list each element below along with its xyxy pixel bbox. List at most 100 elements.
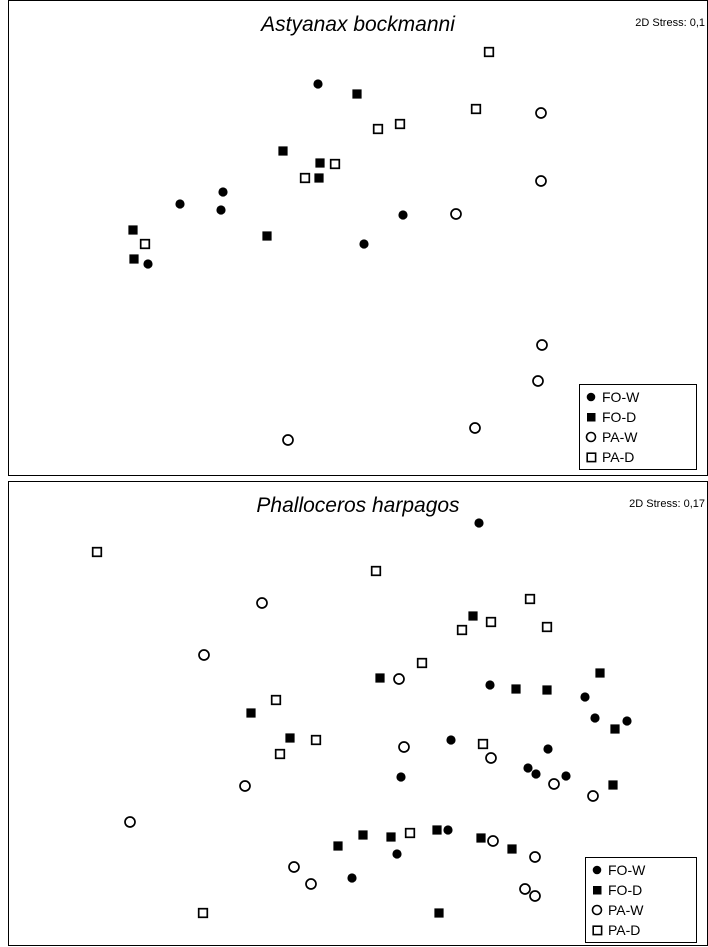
data-point-fo-d-1 — [595, 668, 605, 678]
data-point-pa-w-0 — [535, 107, 547, 119]
data-point-pa-d-6 — [139, 238, 151, 250]
scatter-plot — [128, 46, 548, 446]
data-point-fo-d-2 — [315, 158, 325, 168]
data-point-fo-d-15 — [434, 908, 444, 918]
legend-item-fo-d: FO-D — [590, 880, 690, 900]
legend-label: FO-W — [602, 389, 640, 405]
data-point-pa-d-1 — [370, 565, 382, 577]
data-point-pa-w-12 — [305, 878, 317, 890]
data-point-pa-d-4 — [329, 158, 341, 170]
data-point-fo-d-6 — [610, 724, 620, 734]
open-circle-marker-icon — [590, 904, 604, 916]
legend: FO-W FO-D PA-W PA-D — [585, 857, 697, 943]
legend-item-pa-d: PA-D — [590, 920, 690, 940]
data-point-pa-w-5 — [239, 780, 251, 792]
data-point-fo-w-1 — [175, 199, 185, 209]
data-point-fo-d-9 — [358, 830, 368, 840]
data-point-fo-w-4 — [622, 716, 632, 726]
data-point-fo-d-12 — [476, 833, 486, 843]
data-point-fo-w-5 — [359, 239, 369, 249]
data-point-fo-d-0 — [352, 89, 362, 99]
data-point-pa-d-8 — [310, 734, 322, 746]
data-point-fo-d-2 — [375, 673, 385, 683]
legend-item-pa-d: PA-D — [584, 447, 690, 467]
data-point-fo-d-3 — [511, 684, 521, 694]
data-point-fo-w-1 — [485, 680, 495, 690]
data-point-pa-w-14 — [529, 890, 541, 902]
stress-label: 2D Stress: 0,17 — [629, 498, 705, 510]
data-point-pa-d-12 — [197, 907, 209, 919]
data-point-pa-w-2 — [393, 673, 405, 685]
data-point-pa-w-3 — [398, 741, 410, 753]
scatter-plot — [91, 518, 632, 919]
data-point-fo-w-5 — [446, 735, 456, 745]
data-point-pa-d-3 — [485, 616, 497, 628]
legend-item-fo-w: FO-W — [584, 387, 690, 407]
data-point-pa-d-3 — [372, 123, 384, 135]
data-point-fo-d-5 — [246, 708, 256, 718]
data-point-fo-d-3 — [314, 173, 324, 183]
filled-circle-marker-icon — [584, 392, 598, 402]
data-point-pa-w-1 — [198, 649, 210, 661]
data-point-fo-w-9 — [561, 771, 571, 781]
legend-label: FO-W — [608, 862, 646, 878]
data-point-fo-d-8 — [608, 780, 618, 790]
data-point-pa-d-0 — [91, 546, 103, 558]
data-point-pa-w-7 — [587, 790, 599, 802]
data-point-pa-w-2 — [450, 208, 462, 220]
data-point-pa-w-5 — [469, 422, 481, 434]
stress-label: 2D Stress: 0,1 — [635, 17, 705, 29]
data-point-fo-w-11 — [443, 825, 453, 835]
data-point-fo-d-7 — [285, 733, 295, 743]
data-point-fo-d-5 — [128, 225, 138, 235]
chart-title: Phalloceros harpagos — [256, 494, 460, 517]
filled-square-marker-icon — [590, 885, 604, 895]
data-point-fo-w-2 — [580, 692, 590, 702]
open-square-marker-icon — [584, 451, 598, 463]
data-point-pa-d-2 — [394, 118, 406, 130]
data-point-fo-w-4 — [398, 210, 408, 220]
data-point-fo-w-13 — [347, 873, 357, 883]
data-point-fo-w-2 — [218, 187, 228, 197]
data-point-pa-d-4 — [456, 624, 468, 636]
data-point-fo-w-10 — [396, 772, 406, 782]
filled-square-marker-icon — [584, 412, 598, 422]
legend-item-pa-w: PA-W — [584, 427, 690, 447]
legend-label: PA-W — [608, 902, 644, 918]
data-point-pa-d-2 — [524, 593, 536, 605]
chart-panel-astyanax: Astyanax bockmanni 2D Stress: 0,1 FO-W F… — [8, 0, 708, 476]
legend: FO-W FO-D PA-W PA-D — [579, 384, 697, 470]
data-point-pa-w-13 — [519, 883, 531, 895]
data-point-pa-d-0 — [483, 46, 495, 58]
data-point-fo-d-6 — [129, 254, 139, 264]
data-point-pa-d-1 — [470, 103, 482, 115]
data-point-fo-d-4 — [542, 685, 552, 695]
legend-label: PA-D — [608, 922, 641, 938]
data-point-pa-d-9 — [477, 738, 489, 750]
data-point-fo-w-12 — [392, 849, 402, 859]
data-point-pa-w-10 — [529, 851, 541, 863]
data-point-fo-w-0 — [474, 518, 484, 528]
data-point-pa-d-11 — [404, 827, 416, 839]
data-point-pa-d-5 — [541, 621, 553, 633]
data-point-pa-d-7 — [270, 694, 282, 706]
data-point-fo-w-6 — [543, 744, 553, 754]
legend-label: PA-W — [602, 429, 638, 445]
data-point-pa-w-4 — [485, 752, 497, 764]
data-point-fo-d-0 — [468, 611, 478, 621]
data-point-fo-d-14 — [333, 841, 343, 851]
legend-label: FO-D — [602, 409, 637, 425]
data-point-pa-w-0 — [256, 597, 268, 609]
data-point-fo-d-11 — [432, 825, 442, 835]
data-point-pa-w-9 — [487, 835, 499, 847]
data-point-fo-w-3 — [216, 205, 226, 215]
data-point-fo-w-3 — [590, 713, 600, 723]
data-point-fo-d-13 — [507, 844, 517, 854]
data-point-fo-w-0 — [313, 79, 323, 89]
data-point-pa-d-10 — [274, 748, 286, 760]
data-point-pa-w-11 — [288, 861, 300, 873]
data-point-fo-w-8 — [531, 769, 541, 779]
data-point-pa-w-6 — [548, 778, 560, 790]
chart-panel-phalloceros: Phalloceros harpagos 2D Stress: 0,17 FO-… — [8, 481, 708, 946]
legend-label: FO-D — [608, 882, 643, 898]
